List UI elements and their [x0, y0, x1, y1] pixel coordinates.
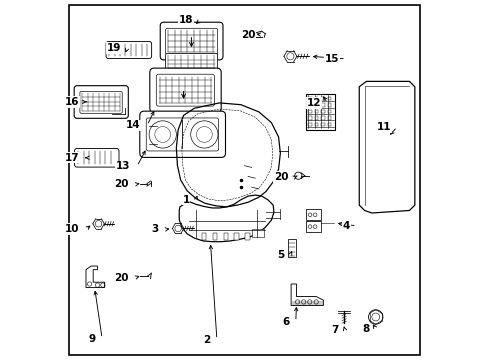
Bar: [305, 94, 334, 130]
Bar: [308, 110, 311, 113]
Text: 9: 9: [88, 333, 96, 343]
Text: 16: 16: [65, 97, 80, 107]
Bar: [251, 229, 264, 237]
Bar: [327, 123, 330, 126]
Bar: [308, 116, 311, 120]
Text: 20: 20: [273, 172, 287, 182]
Bar: [327, 97, 330, 100]
Text: 8: 8: [361, 324, 368, 334]
Bar: [327, 110, 330, 113]
FancyBboxPatch shape: [165, 53, 217, 71]
Text: 3: 3: [151, 225, 158, 234]
Text: 20: 20: [114, 179, 129, 189]
Bar: [314, 97, 318, 100]
Bar: [321, 97, 324, 100]
Bar: [321, 110, 324, 113]
Bar: [321, 123, 324, 126]
Bar: [305, 221, 320, 232]
Text: 6: 6: [282, 317, 289, 327]
Text: 15: 15: [325, 54, 339, 64]
Bar: [314, 123, 318, 126]
FancyBboxPatch shape: [140, 111, 225, 157]
Bar: [212, 233, 217, 240]
FancyBboxPatch shape: [74, 148, 119, 167]
Text: 1: 1: [182, 195, 189, 205]
FancyBboxPatch shape: [74, 86, 128, 118]
Text: 13: 13: [116, 161, 130, 171]
Bar: [202, 233, 206, 240]
Bar: [287, 239, 296, 257]
Bar: [314, 103, 318, 107]
Bar: [308, 103, 311, 107]
Bar: [321, 116, 324, 120]
Text: 17: 17: [65, 153, 80, 163]
Bar: [314, 116, 318, 120]
Bar: [305, 210, 320, 220]
Bar: [327, 103, 330, 107]
Bar: [234, 233, 238, 240]
Bar: [321, 103, 324, 107]
Text: 5: 5: [276, 249, 284, 260]
Text: 2: 2: [203, 334, 210, 345]
Bar: [314, 110, 318, 113]
Bar: [327, 116, 330, 120]
Bar: [308, 97, 311, 100]
Text: 4: 4: [342, 221, 349, 231]
Bar: [244, 233, 249, 240]
Text: 19: 19: [106, 43, 121, 53]
Text: 12: 12: [306, 98, 321, 108]
Text: 14: 14: [125, 121, 140, 130]
FancyBboxPatch shape: [156, 74, 214, 106]
Text: 20: 20: [240, 30, 255, 40]
Text: 11: 11: [376, 122, 390, 132]
FancyBboxPatch shape: [106, 41, 151, 58]
FancyBboxPatch shape: [165, 28, 217, 54]
Bar: [308, 123, 311, 126]
FancyBboxPatch shape: [146, 118, 218, 151]
Text: 10: 10: [65, 224, 80, 234]
FancyBboxPatch shape: [80, 91, 122, 113]
Bar: [223, 233, 227, 240]
FancyBboxPatch shape: [160, 22, 223, 60]
FancyBboxPatch shape: [149, 68, 221, 113]
Text: 18: 18: [179, 15, 193, 26]
Text: 7: 7: [330, 325, 338, 335]
Text: 20: 20: [114, 273, 129, 283]
